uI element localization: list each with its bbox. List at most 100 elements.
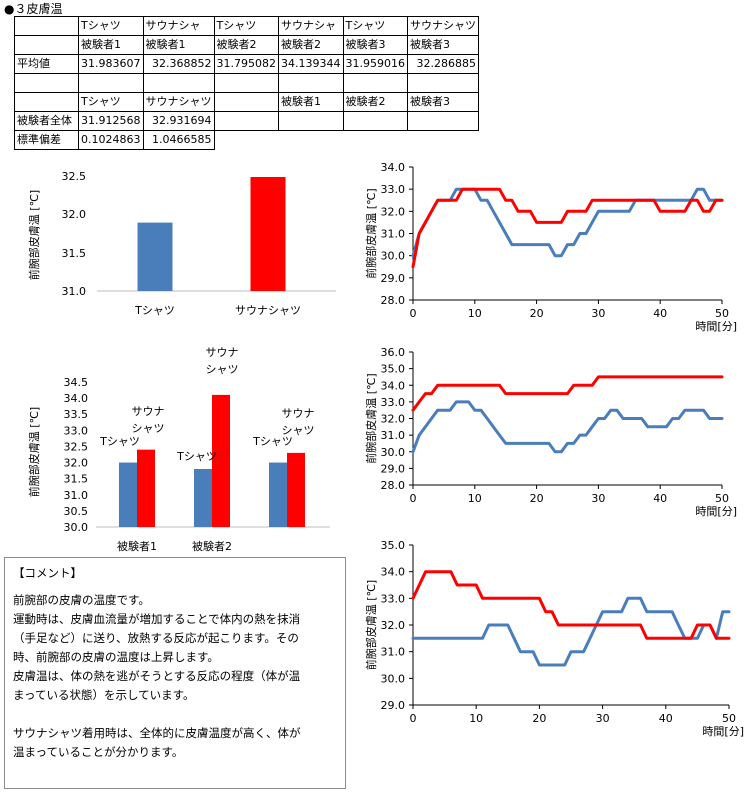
table-cell[interactable] [278,73,344,93]
y-tick-label: 30.0 [381,446,406,459]
comment-line: 前腕部の皮膚の温度です。 [13,593,150,607]
data-label-sauna: シャツ [206,363,239,376]
data-label-sauna: シャツ [132,422,165,435]
table-cell[interactable]: 34.139344 [278,54,344,74]
y-tick-label: 31.5 [62,247,87,260]
table-cell[interactable]: 32.368852 [142,54,215,74]
comment-line: 時、前腕部の皮膚の温度は上昇します。 [13,650,219,664]
table-row: 被験者全体 31.912568 32.931694 [14,111,479,131]
table-cell[interactable]: 31.795082 [213,54,279,74]
x-tick-label: サウナシャツ [235,304,301,317]
table-cell[interactable]: 32.286885 [407,54,479,74]
table-cell[interactable]: 31.912568 [78,111,144,131]
table-cell[interactable]: 0.1024863 [78,130,144,150]
y-tick-label: 32.0 [381,619,406,632]
table-row [14,73,479,93]
axes: 28.0 29.0 30.0 31.0 32.0 33.0 34.0 35.0 36.0 0 10 2… [364,346,737,518]
y-tick-label: 30.0 [64,521,89,534]
table-cell[interactable]: Tシャツ [78,92,144,112]
table-cell[interactable]: 被験者3 [407,92,479,112]
comment-line: 温まっていることが分かります。 [13,745,184,759]
x-tick-label: 30 [591,307,605,320]
table-cell[interactable]: サウナシャツ [407,16,479,36]
line-chart-subject2: 28.0 29.0 30.0 31.0 32.0 33.0 34.0 35.0 36.0 0 10 2… [364,346,737,518]
data-label-tshirt: Tシャツ [176,450,217,463]
table-cell[interactable]: 被験者2 [278,35,344,55]
x-tick-label: 10 [468,492,482,505]
table-cell[interactable]: 被験者1 [78,35,144,55]
subject-bar-chart: 30.0 30.5 31.0 31.5 32.0 32.5 33.0 33.5 34.0 34.5… [27,346,330,553]
bar-tshirt [269,462,287,527]
x-tick-label: 40 [659,712,673,725]
x-tick-label: 30 [596,712,610,725]
table-cell[interactable]: 標準偏差 [14,130,79,150]
table-cell[interactable]: サウナシャ [142,16,215,36]
y-tick-label: 33.0 [381,396,406,409]
axes: 29.0 30.0 31.0 32.0 33.0 34.0 35.0 0 10 20 30 40 50時… [364,539,744,738]
y-tick-label: 30.5 [64,505,89,518]
x-axis-label: 時間[分] [695,320,737,333]
table-cell[interactable]: Tシャツ [213,16,279,36]
table-cell[interactable] [78,73,144,93]
y-tick-label: 31.0 [64,489,89,502]
table-cell[interactable]: サウナシャツ [142,92,215,112]
table-cell[interactable] [14,92,79,112]
x-tick-label: 被験者2 [192,539,232,553]
x-tick-label: 40 [653,307,667,320]
table-cell[interactable]: 平均値 [14,54,79,74]
table-cell[interactable] [213,73,279,93]
table-cell[interactable]: 被験者2 [342,92,408,112]
x-tick-label: 40 [653,492,667,505]
table-cell[interactable] [142,73,215,93]
table-cell[interactable]: サウナシャ [278,16,344,36]
table-cell[interactable]: 31.983607 [78,54,144,74]
data-label-tshirt: Tシャツ [252,435,293,448]
comment-heading: 【コメント】 [13,566,82,580]
table-cell[interactable] [213,111,279,131]
y-tick-label: 28.0 [381,479,406,492]
table-cell[interactable]: 被験者1 [142,35,215,55]
table-cell[interactable]: 32.931694 [142,111,215,131]
bar-tshirt [119,462,137,527]
bar-sauna [212,394,230,527]
y-axis-label: 前腕部皮膚温 [℃] [364,188,378,278]
data-label-sauna: シャツ [282,424,315,437]
table-cell[interactable] [342,73,408,93]
table-cell[interactable]: 被験者3 [407,35,479,55]
x-tick-label: 0 [410,712,417,725]
table-cell[interactable]: 被験者2 [213,35,279,55]
y-tick-label: 33.0 [381,592,406,605]
table-cell[interactable]: 被験者全体 [14,111,79,131]
table-cell[interactable]: 1.0466585 [142,130,215,150]
table-cell[interactable]: 31.959016 [342,54,408,74]
line-chart-subject1: 28.0 29.0 30.0 31.0 32.0 33.0 34.0 0 10 20 30 40 50時… [364,161,737,333]
table-cell[interactable] [213,92,279,112]
y-tick-label: 31.0 [62,285,87,298]
y-tick-label: 32.0 [62,208,87,221]
table-cell[interactable] [14,16,79,36]
y-tick-label: 32.5 [62,170,87,183]
table-cell[interactable]: 被験者1 [278,92,344,112]
table-cell[interactable]: 被験者3 [342,35,408,55]
y-tick-label: 28.0 [381,294,406,307]
y-tick-label: 30.0 [381,250,406,263]
series-line-tshirt [411,400,724,454]
x-tick-label: Tシャツ [134,304,175,317]
table-cell[interactable] [342,111,408,131]
x-tick-label: 被験者1 [117,539,157,553]
table-cell[interactable] [14,73,79,93]
x-axis-label: 時間[分] [695,505,737,518]
table-cell[interactable]: Tシャツ [78,16,144,36]
y-tick-label: 31.0 [381,429,406,442]
x-tick-label: 0 [410,492,417,505]
table-cell[interactable] [14,35,79,55]
x-tick-label: 20 [532,712,546,725]
y-tick-label: 34.5 [64,376,89,389]
table-cell[interactable]: Tシャツ [342,16,408,36]
table-cell[interactable] [407,111,479,131]
comment-line: 皮膚温は、体の熱を逃がそうとする反応の程度（体が温 [13,669,301,683]
table-cell[interactable] [407,73,479,93]
table-cell[interactable] [278,111,344,131]
x-tick-label: 0 [410,307,417,320]
table-row: 被験者1 被験者1 被験者2 被験者2 被験者3 被験者3 [14,35,479,55]
